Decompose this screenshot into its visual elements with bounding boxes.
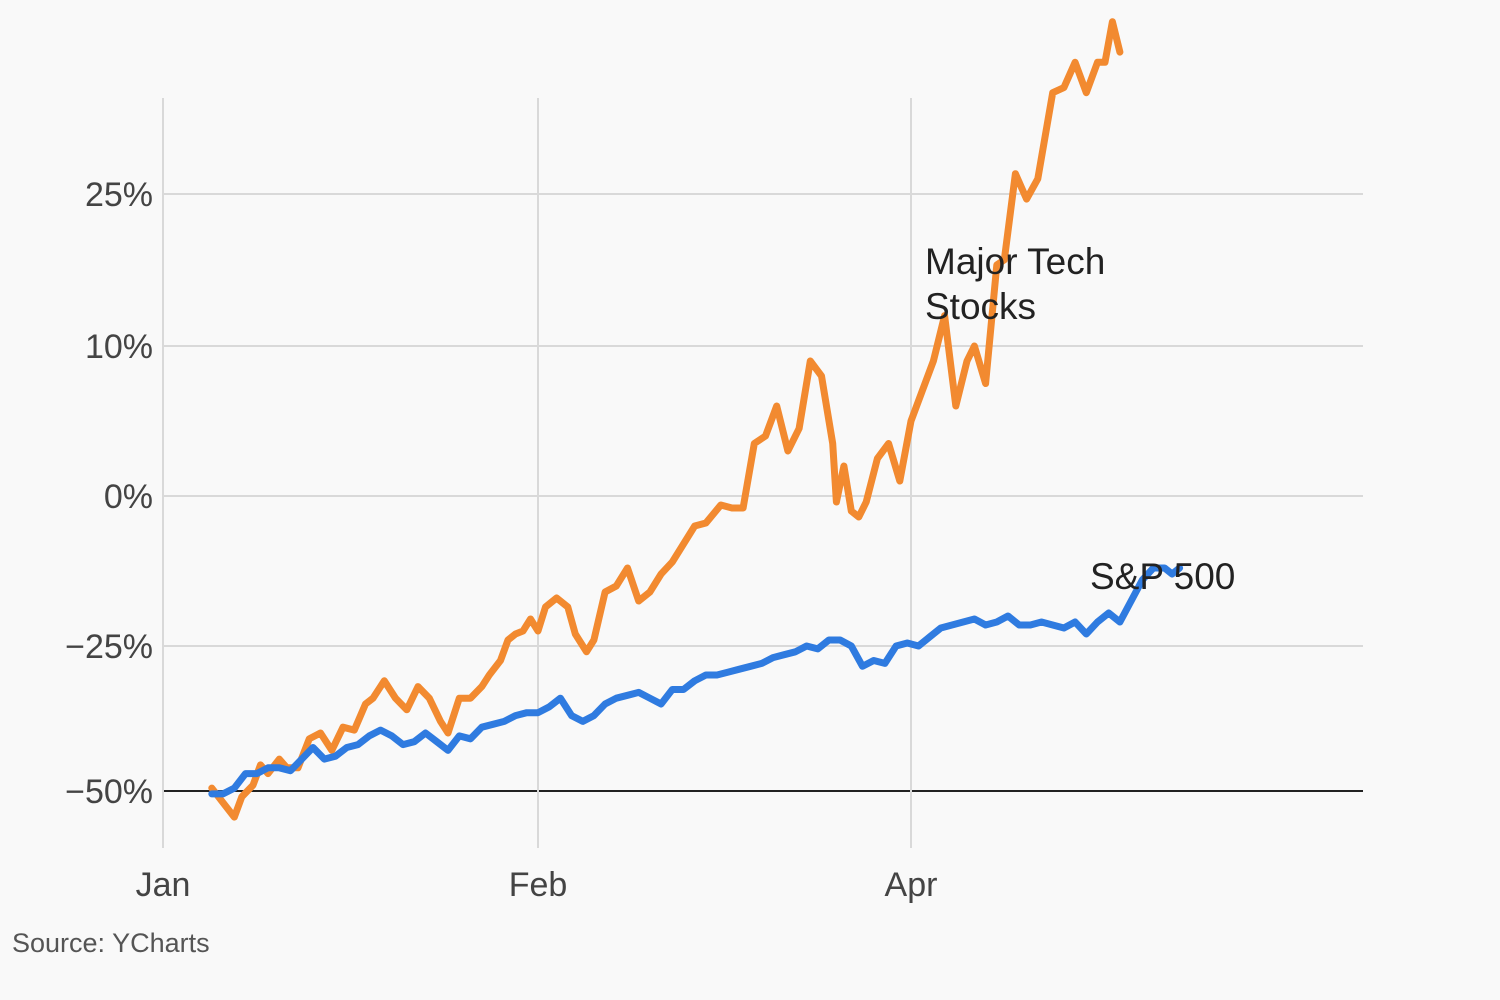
y-tick-label: −25%: [65, 628, 153, 666]
y-tick-label: 0%: [104, 478, 153, 516]
y-tick-label: 10%: [85, 328, 153, 366]
x-tick-label: Jan: [136, 866, 191, 904]
series-label: Major Tech: [925, 241, 1105, 282]
series-lines: [208, 18, 1184, 821]
series-label: S&P 500: [1090, 556, 1235, 597]
y-tick-label: 25%: [85, 176, 153, 214]
grid: [162, 98, 1363, 848]
x-tick-label: Apr: [885, 866, 938, 904]
series-line-major-tech-stocks: [208, 18, 1124, 821]
series-line-sp500: [208, 564, 1184, 798]
x-tick-label: Feb: [509, 866, 568, 904]
labels: 25% 10% 0% −25% −50% Jan Feb Apr Major TechStock…: [65, 176, 1235, 904]
source-note: Source: YCharts: [12, 928, 210, 958]
y-tick-label: −50%: [65, 773, 153, 811]
series-label: Stocks: [925, 286, 1036, 327]
